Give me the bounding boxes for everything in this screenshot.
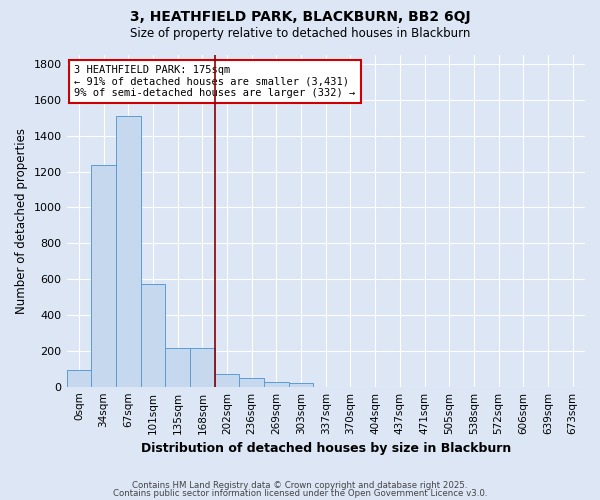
Bar: [264, 382, 289, 386]
Bar: [91, 166, 116, 386]
Bar: [165, 348, 190, 387]
Bar: [289, 383, 313, 386]
Bar: [239, 378, 264, 386]
Text: Contains public sector information licensed under the Open Government Licence v3: Contains public sector information licen…: [113, 488, 487, 498]
Bar: [67, 370, 91, 386]
Bar: [140, 284, 165, 386]
Bar: [116, 116, 140, 386]
Bar: [190, 348, 215, 387]
Text: Contains HM Land Registry data © Crown copyright and database right 2025.: Contains HM Land Registry data © Crown c…: [132, 481, 468, 490]
Text: Size of property relative to detached houses in Blackburn: Size of property relative to detached ho…: [130, 28, 470, 40]
Text: 3 HEATHFIELD PARK: 175sqm
← 91% of detached houses are smaller (3,431)
9% of sem: 3 HEATHFIELD PARK: 175sqm ← 91% of detac…: [74, 65, 356, 98]
Bar: [215, 374, 239, 386]
Text: 3, HEATHFIELD PARK, BLACKBURN, BB2 6QJ: 3, HEATHFIELD PARK, BLACKBURN, BB2 6QJ: [130, 10, 470, 24]
X-axis label: Distribution of detached houses by size in Blackburn: Distribution of detached houses by size …: [140, 442, 511, 455]
Y-axis label: Number of detached properties: Number of detached properties: [15, 128, 28, 314]
